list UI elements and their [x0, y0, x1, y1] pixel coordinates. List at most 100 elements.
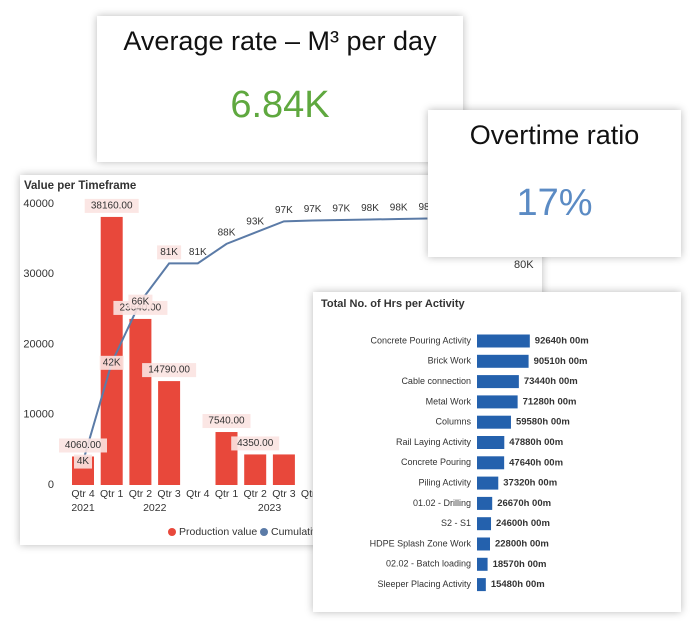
data-label: 71280h 00m [523, 396, 577, 407]
bar [477, 334, 530, 348]
bar [272, 454, 295, 485]
data-label: 81K [160, 247, 178, 258]
data-label: 14790.00 [148, 365, 190, 376]
bar [100, 216, 123, 485]
combo-chart: Value per Timeframe 0 10000 20000 30000 4000… [23, 180, 534, 538]
data-label: 92640h 00m [535, 336, 589, 347]
bar [477, 557, 488, 571]
y2-tick-label: 80K [514, 259, 534, 271]
data-label: 7540.00 [208, 416, 245, 427]
kpi-card: Overtime ratio 17% [428, 110, 681, 257]
x-group-label: 2022 [143, 502, 167, 514]
data-label-bg [157, 245, 182, 260]
data-label: 81K [189, 247, 207, 258]
y-tick-label: 40000 [23, 198, 54, 210]
y-tick-label: Piling Activity [418, 477, 471, 487]
y-tick-label: Columns [435, 417, 471, 427]
data-label: 98K [419, 202, 437, 213]
y-tick-label: 10000 [23, 409, 54, 421]
x-tick-label: Qtr 2 [129, 488, 152, 500]
data-label: 90510h 00m [534, 356, 588, 367]
bar [477, 436, 505, 449]
kpi-value: 6.84K [230, 84, 330, 126]
data-label: 4060.00 [65, 440, 102, 451]
y-tick-label: S2 - S1 [441, 518, 471, 528]
y-tick-label: Concrete Pouring Activity [370, 335, 471, 345]
data-label: 88K [218, 228, 236, 239]
bar [244, 454, 267, 485]
x-tick-label: Qtr 4 [186, 488, 209, 500]
x-tick-label: Qtr 2 [244, 488, 267, 500]
kpi-value: 17% [516, 182, 593, 224]
y-tick-label: HDPE Splash Zone Work [370, 538, 472, 548]
data-label-bg [142, 363, 197, 378]
data-label: 98K [361, 203, 379, 214]
data-label: 24600h 00m [496, 518, 550, 529]
data-label: 37320h 00m [503, 478, 557, 489]
x-group-label: 2023 [258, 502, 282, 514]
data-label: 18570h 00m [493, 559, 547, 570]
legend-marker [260, 528, 268, 536]
bar [477, 456, 505, 470]
legend-label: Cumulative [271, 526, 324, 538]
data-label: 97K [304, 204, 322, 215]
chart-title: Total No. of Hrs per Activity [321, 298, 466, 310]
y-tick-label: 20000 [23, 338, 54, 350]
bar [477, 375, 519, 389]
data-label-bg [202, 414, 251, 429]
y-tick-label: 30000 [23, 268, 54, 280]
y-tick-label: Cable connection [401, 376, 471, 386]
hbar-chart: Total No. of Hrs per Activity Concrete P… [321, 298, 589, 592]
kpi-title: Overtime ratio [469, 120, 640, 150]
bar [158, 381, 181, 485]
data-label: 22800h 00m [495, 539, 549, 550]
x-tick-label: Qtr 4 [71, 488, 94, 500]
bar [477, 476, 499, 490]
data-label: 38160.00 [91, 201, 133, 212]
data-label-bg [59, 438, 107, 453]
bar [477, 415, 511, 429]
data-label: 93K [246, 216, 264, 227]
y-tick-label: Concrete Pouring [401, 457, 471, 467]
data-label: 47640h 00m [509, 457, 563, 468]
data-label-bg [84, 198, 139, 213]
x-tick-label: Qtr 3 [272, 488, 295, 500]
bar [477, 354, 529, 368]
y-tick-label: 01.02 - Drilling [413, 498, 471, 508]
data-label: 97K [275, 205, 293, 216]
bar [477, 395, 518, 409]
bar [477, 496, 493, 510]
data-label: 47880h 00m [509, 437, 563, 448]
data-label: 4350.00 [237, 438, 274, 449]
bar [477, 517, 492, 531]
x-tick-label: Qtr 1 [215, 488, 238, 500]
data-label-bg [99, 355, 124, 370]
data-label: 26670h 00m [497, 498, 551, 509]
y-tick-label: Metal Work [426, 396, 472, 406]
y-tick-label: Brick Work [428, 356, 472, 366]
x-tick-label: Qtr 3 [157, 488, 180, 500]
data-label-bg [231, 436, 280, 451]
chart-title: Value per Timeframe [24, 180, 136, 192]
kpi-card: Average rate – M³ per day 6.84K [97, 16, 463, 162]
data-label-bg [74, 454, 92, 469]
data-label: 73440h 00m [524, 376, 578, 387]
bar [129, 318, 152, 485]
data-label: 66K [132, 296, 150, 307]
y-tick-label: 02.02 - Batch loading [386, 559, 471, 569]
data-label: 4K [77, 456, 90, 467]
hbar-card: Total No. of Hrs per Activity Concrete P… [313, 292, 681, 612]
legend-label: Production value [179, 526, 257, 538]
data-label: 42K [103, 357, 121, 368]
x-group-label: 2021 [71, 502, 95, 514]
data-label-bg [128, 294, 153, 309]
data-label: 15480h 00m [491, 579, 545, 590]
kpi-title: Average rate – M³ per day [123, 26, 437, 56]
y-tick-label: Rail Laying Activity [396, 437, 472, 447]
bar [477, 537, 490, 551]
legend-marker [168, 528, 176, 536]
data-label: 97K [332, 204, 350, 215]
y-tick-label: 0 [48, 479, 54, 491]
x-tick-label: Qtr 1 [100, 488, 123, 500]
